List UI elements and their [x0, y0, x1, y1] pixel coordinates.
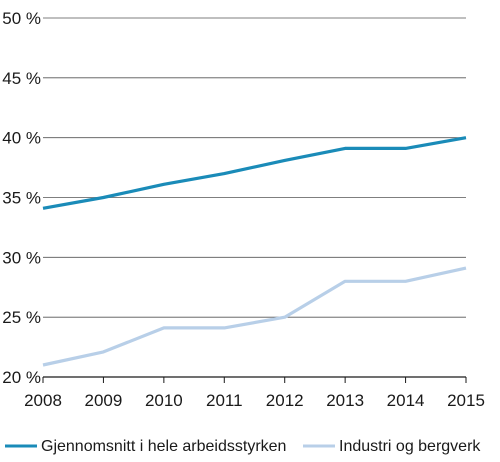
x-tick-label: 2015 [447, 391, 485, 410]
x-tick-label: 2011 [206, 391, 243, 410]
y-axis-ticks: 20 % 25 % 30 % 35 % 40 % 45 % 50 % [2, 9, 41, 387]
y-tick-label: 25 % [2, 308, 41, 327]
y-tick-label: 50 % [2, 9, 41, 28]
grid-lines [43, 17, 466, 378]
legend-label-series-2: Industri og bergverk [339, 438, 481, 455]
y-tick-label: 45 % [2, 69, 41, 88]
x-tick-label: 2012 [266, 391, 304, 410]
y-tick-label: 40 % [2, 129, 41, 148]
y-tick-label: 20 % [2, 368, 41, 387]
y-tick-label: 35 % [2, 189, 41, 208]
series-lines [42, 136, 467, 367]
y-tick-label: 30 % [2, 248, 41, 267]
series-line-1 [42, 136, 467, 210]
series-line-2 [42, 266, 467, 367]
x-tick-label: 2008 [24, 391, 62, 410]
x-tick-label: 2013 [326, 391, 364, 410]
legend: Gjennomsnitt i hele arbeidsstyrken Indus… [5, 438, 481, 455]
legend-label-series-1: Gjennomsnitt i hele arbeidsstyrken [41, 438, 286, 455]
x-axis-ticks: 2008 2009 2010 2011 2012 2013 2014 2015 [24, 377, 485, 410]
x-tick-label: 2009 [85, 391, 123, 410]
x-tick-label: 2014 [387, 391, 425, 410]
x-tick-label: 2010 [145, 391, 183, 410]
